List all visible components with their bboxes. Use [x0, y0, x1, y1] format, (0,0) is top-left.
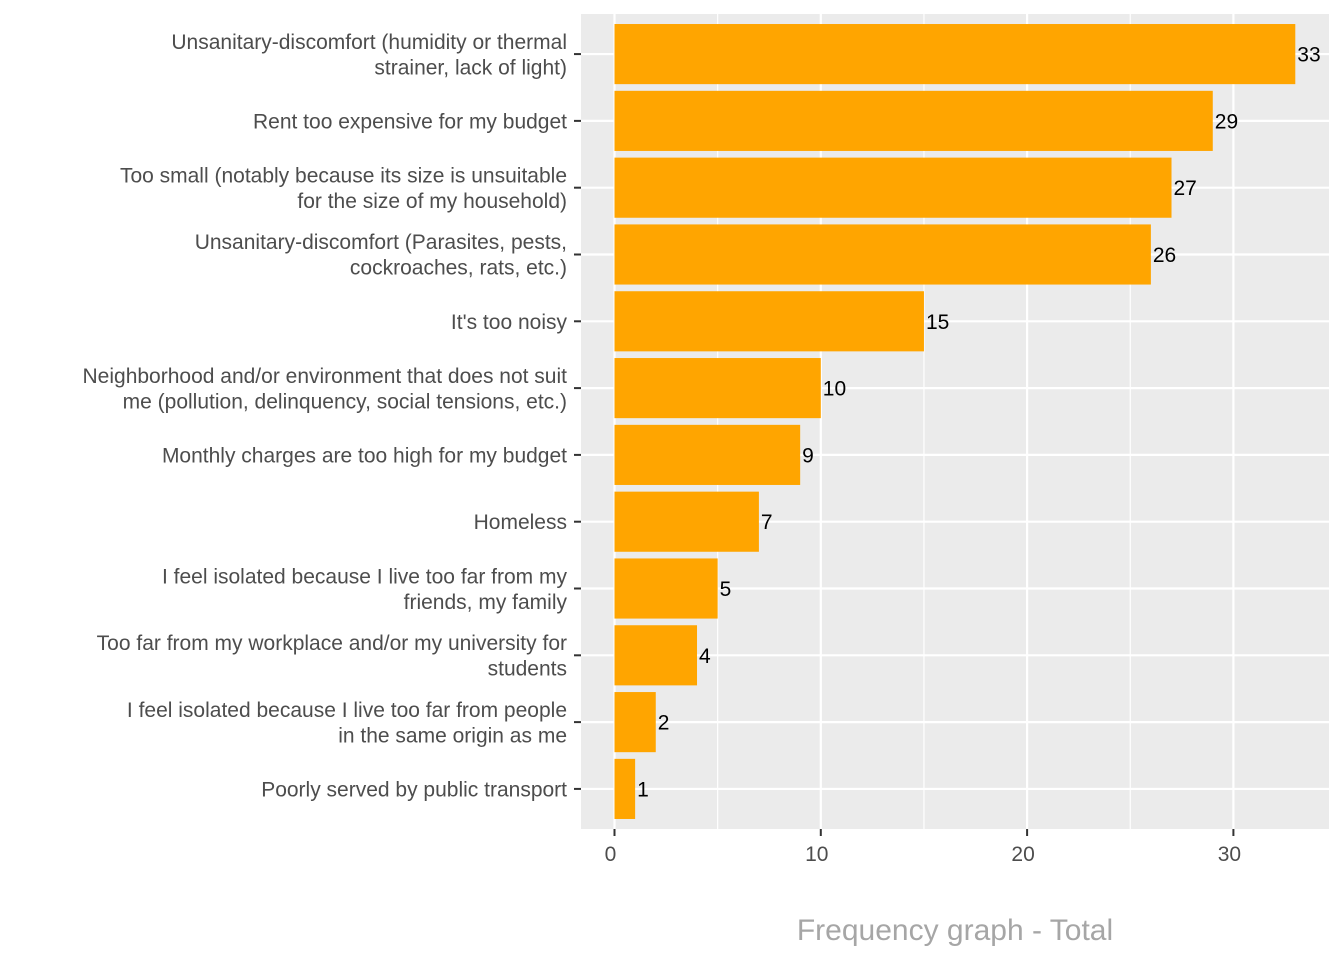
bar [614, 157, 1172, 218]
data-label: 10 [823, 378, 846, 401]
data-labels: 33 29 27 26 15 10 9 7 5 4 2 1 [637, 44, 1321, 802]
y-tick-label: Too small (notably because its size is u… [120, 164, 567, 213]
bar [614, 24, 1296, 85]
y-tick-label: Unsanitary-discomfort (Parasites, pests,… [195, 231, 567, 280]
data-label: 2 [658, 712, 670, 735]
data-label: 1 [637, 778, 649, 801]
data-label: 27 [1174, 177, 1197, 200]
x-tick-label: 20 [1011, 843, 1034, 866]
data-label: 33 [1297, 44, 1320, 67]
data-label: 4 [699, 645, 711, 668]
bar [614, 558, 718, 619]
x-axis: 0 10 20 30 [605, 829, 1241, 866]
bar [614, 291, 924, 352]
bar [614, 424, 801, 485]
y-tick-label: I feel isolated because I live too far f… [127, 699, 567, 748]
y-tick-label: Too far from my workplace and/or my univ… [97, 632, 567, 681]
data-label: 5 [720, 578, 732, 601]
x-tick-label: 30 [1218, 843, 1241, 866]
y-tick-label: Monthly charges are too high for my budg… [162, 444, 567, 467]
bar [614, 90, 1213, 151]
data-label: 29 [1215, 110, 1238, 133]
y-tick-label: Poorly served by public transport [261, 778, 567, 801]
y-tick-label: Unsanitary-discomfort (humidity or therm… [171, 31, 567, 80]
bar [614, 491, 759, 552]
data-label: 15 [926, 311, 949, 334]
y-tick-label: Homeless [474, 511, 567, 534]
y-tick-label: It's too noisy [451, 311, 568, 334]
y-tick-label: I feel isolated because I live too far f… [162, 565, 568, 614]
x-tick-label: 0 [605, 843, 617, 866]
bar [614, 625, 698, 686]
data-label: 26 [1153, 244, 1176, 267]
y-axis: Unsanitary-discomfort (humidity or therm… [83, 31, 581, 801]
bar [614, 692, 656, 753]
bar [614, 758, 636, 819]
data-label: 7 [761, 511, 773, 534]
bars [614, 24, 1296, 819]
chart-caption: Frequency graph - Total [797, 914, 1113, 947]
data-label: 9 [802, 444, 814, 467]
bar [614, 358, 821, 419]
x-tick-label: 10 [805, 843, 828, 866]
y-tick-label: Neighborhood and/or environment that doe… [83, 365, 568, 414]
y-tick-label: Rent too expensive for my budget [253, 110, 567, 133]
bar [614, 224, 1151, 285]
